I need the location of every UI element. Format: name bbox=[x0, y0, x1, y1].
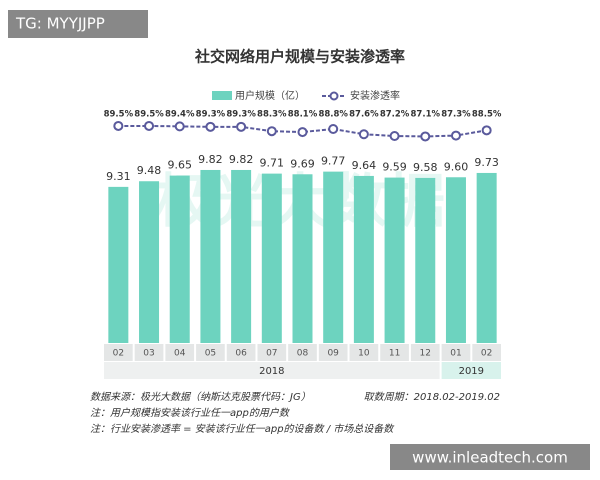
line-marker bbox=[420, 131, 431, 142]
data-label: 9.31 bbox=[106, 170, 131, 183]
category-cell bbox=[318, 344, 348, 361]
category-cell bbox=[226, 344, 256, 361]
line-marker bbox=[144, 120, 155, 131]
category-cell bbox=[257, 344, 287, 361]
legend-swatch bbox=[212, 91, 232, 100]
line-marker bbox=[266, 126, 277, 137]
data-label: 9.48 bbox=[137, 164, 162, 177]
note: 注：行业安装渗透率 = 安装该行业任一app的设备数 / 市场总设备数 bbox=[90, 423, 395, 435]
data-label: 87.6% bbox=[349, 110, 379, 120]
note: 注：用户规模指安装该行业任一app的用户数 bbox=[90, 407, 291, 419]
note: 取数周期：2018.02-2019.02 bbox=[364, 391, 500, 403]
data-label: 89.4% bbox=[165, 110, 195, 120]
bar bbox=[231, 169, 252, 343]
x-tick-label: 10 bbox=[358, 349, 370, 359]
note: 数据来源：极光大数据（纳斯达克股票代码：JG） bbox=[90, 391, 311, 403]
line-marker bbox=[450, 130, 461, 141]
category-cell bbox=[165, 344, 195, 361]
data-label: 9.59 bbox=[382, 161, 407, 174]
line-marker bbox=[358, 129, 369, 140]
x-tick-label: 08 bbox=[297, 349, 309, 359]
category-cell bbox=[410, 344, 440, 361]
bar bbox=[353, 175, 374, 343]
line-marker bbox=[328, 124, 339, 134]
x-tick-label: 12 bbox=[420, 349, 431, 359]
x-tick-label: 04 bbox=[174, 349, 186, 359]
category-cell bbox=[134, 344, 164, 361]
data-label: 87.2% bbox=[380, 110, 410, 120]
category-cell bbox=[288, 344, 317, 361]
watermark-box bbox=[8, 10, 148, 38]
data-label: 9.82 bbox=[229, 153, 254, 166]
data-label: 9.58 bbox=[413, 161, 438, 174]
line-marker bbox=[236, 121, 247, 132]
x-tick-label: 03 bbox=[143, 349, 154, 359]
data-label: 87.1% bbox=[411, 110, 441, 120]
data-label: 88.3% bbox=[257, 110, 287, 120]
year-label: 2018 bbox=[259, 366, 284, 377]
x-tick-label: 11 bbox=[389, 349, 400, 359]
year-label: 2019 bbox=[459, 366, 484, 377]
line-marker bbox=[205, 121, 216, 132]
bar bbox=[323, 171, 344, 343]
bar bbox=[415, 177, 436, 343]
category-cell bbox=[104, 344, 133, 361]
data-label: 88.5% bbox=[472, 110, 502, 120]
watermark: www.inleadtech.com bbox=[412, 449, 568, 467]
bar bbox=[445, 177, 466, 343]
year-cell bbox=[441, 362, 501, 379]
data-label: 88.8% bbox=[318, 110, 348, 120]
data-label: 9.71 bbox=[260, 157, 285, 170]
bar bbox=[476, 172, 497, 343]
year-cell bbox=[104, 362, 440, 379]
data-label: 9.82 bbox=[198, 153, 223, 166]
data-label: 9.69 bbox=[290, 157, 315, 170]
x-tick-label: 05 bbox=[205, 349, 216, 359]
category-cell bbox=[349, 344, 379, 361]
line-marker bbox=[297, 127, 308, 138]
category-cell bbox=[380, 344, 409, 361]
bar bbox=[384, 177, 405, 343]
x-tick-label: 07 bbox=[266, 349, 277, 359]
data-label: 89.5% bbox=[104, 110, 134, 120]
data-label: 9.64 bbox=[352, 159, 377, 172]
line-marker bbox=[113, 120, 124, 131]
legend-label: 安装渗透率 bbox=[350, 89, 400, 102]
legend-label: 用户规模（亿） bbox=[235, 89, 305, 102]
data-label: 89.3% bbox=[226, 110, 256, 120]
watermark-box bbox=[390, 444, 590, 470]
line-marker bbox=[174, 121, 185, 132]
bar bbox=[169, 175, 190, 343]
data-label: 9.60 bbox=[444, 160, 469, 173]
category-cell bbox=[441, 344, 471, 361]
bar bbox=[292, 174, 313, 343]
line-marker bbox=[389, 131, 400, 141]
data-label: 89.3% bbox=[196, 110, 226, 120]
data-label: 87.3% bbox=[441, 110, 471, 120]
category-cell bbox=[196, 344, 225, 361]
data-label: 9.65 bbox=[167, 159, 192, 172]
x-tick-label: 02 bbox=[481, 349, 492, 359]
bar bbox=[108, 186, 129, 343]
legend-marker bbox=[329, 91, 339, 101]
x-tick-label: 06 bbox=[235, 349, 247, 359]
data-label: 9.77 bbox=[321, 155, 346, 168]
chart-title: 社交网络用户规模与安装渗透率 bbox=[194, 48, 405, 66]
line-marker bbox=[481, 125, 492, 136]
x-tick-label: 09 bbox=[327, 349, 339, 359]
bar bbox=[200, 169, 221, 343]
bar bbox=[139, 181, 160, 343]
watermark: TG: MYYJJPP bbox=[15, 15, 105, 33]
data-label: 9.73 bbox=[474, 156, 499, 169]
data-label: 89.5% bbox=[134, 110, 164, 120]
category-cell bbox=[472, 344, 501, 361]
x-tick-label: 02 bbox=[113, 349, 124, 359]
data-label: 88.1% bbox=[288, 110, 318, 120]
bar bbox=[261, 173, 282, 343]
x-tick-label: 01 bbox=[450, 349, 461, 359]
